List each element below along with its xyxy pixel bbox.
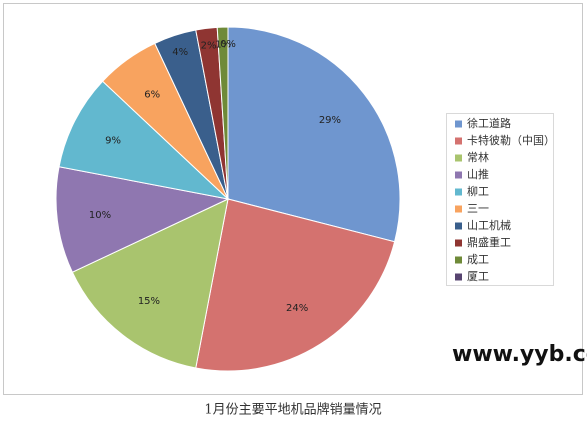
pie-slice [71,198,229,369]
data-label: 1% [215,39,231,50]
legend-label: 徐工道路 [467,116,511,130]
data-label: 29% [319,115,341,126]
legend-swatch [455,256,462,264]
legend-label: 柳工 [467,184,489,198]
pie-slice [58,80,230,200]
legend-label: 山工机械 [467,218,511,232]
legend-swatch [455,120,462,128]
data-label: 4% [172,47,188,58]
data-label: 0% [220,39,236,50]
watermark: www.yyb.cc [452,342,587,367]
legend-swatch [455,171,462,179]
legend-swatch [455,205,462,213]
legend-swatch [455,188,462,196]
legend-swatch [455,239,462,247]
data-label: 2% [201,40,217,51]
legend-label: 鼎盛重工 [467,235,511,249]
pie-slice [227,26,401,243]
data-label: 24% [286,303,308,314]
legend-label: 厦工 [467,270,489,283]
data-label: 6% [144,90,160,101]
caption: 1月份主要平地机品牌销量情况 [204,402,381,418]
legend-label: 卡特彼勒（中国） [467,133,555,147]
legend-swatch [455,222,462,230]
legend-label: 成工 [467,253,489,266]
pie-slice [55,166,230,273]
pie-slice [195,198,396,372]
data-label: 9% [105,135,121,146]
legend-swatch [455,273,462,281]
legend-label: 三一 [467,202,489,215]
legend-box [446,113,554,286]
legend-label: 山推 [467,167,489,181]
data-label: 15% [138,296,160,307]
legend-swatch [455,154,462,162]
legend-label: 常林 [467,150,489,164]
legend-swatch [455,137,462,145]
data-label: 10% [89,210,111,221]
